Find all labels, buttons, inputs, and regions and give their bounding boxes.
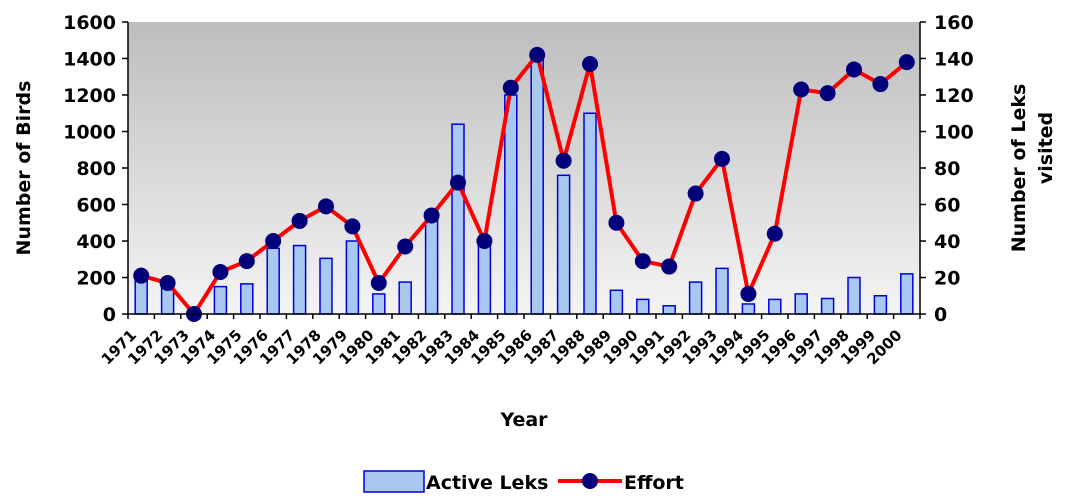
bar-1990 (636, 298, 650, 315)
bar-1997 (820, 297, 835, 315)
y2-axis-title-line1: Number of Leks (1008, 84, 1030, 253)
effort-point-1982 (423, 207, 440, 224)
y-axis-title: Number of Birds (13, 81, 35, 256)
y2-axis-title-line2: visited (1035, 112, 1057, 184)
effort-point-1996 (793, 81, 810, 98)
y2-tick-label: 0 (934, 304, 947, 326)
bar-1991 (662, 305, 676, 315)
effort-point-1984 (476, 233, 493, 249)
bar-1979 (345, 240, 360, 315)
bar-1998 (847, 276, 861, 315)
bar-1988 (583, 112, 597, 315)
y-tick-label: 400 (76, 231, 116, 253)
bar-1986 (530, 54, 544, 315)
bar-1987 (556, 174, 571, 315)
y2-tick-label: 160 (934, 12, 974, 34)
effort-point-1986 (529, 46, 546, 63)
bar-1978 (319, 257, 333, 315)
bar-1975 (240, 283, 254, 315)
y-tick-label: 200 (76, 268, 116, 290)
effort-point-1998 (846, 61, 862, 78)
bar-1983 (451, 123, 465, 315)
effort-point-1975 (238, 253, 255, 270)
bar-1996 (794, 293, 808, 315)
y-tick-label: 1000 (63, 122, 116, 144)
effort-point-1994 (740, 285, 757, 302)
y-tick-label: 1600 (63, 12, 116, 34)
effort-point-1987 (555, 152, 572, 169)
bar-1984 (477, 242, 492, 315)
legend-swatch-active-leks (363, 470, 425, 493)
effort-point-1997 (819, 85, 836, 102)
legend-label-effort: Effort (624, 472, 684, 494)
bar-1981 (398, 281, 412, 315)
effort-point-1988 (582, 55, 598, 72)
line-series (133, 46, 915, 322)
effort-point-1993 (714, 150, 730, 167)
bar-1985 (504, 94, 518, 315)
bar-1992 (688, 281, 703, 315)
y-tick-label: 600 (76, 195, 116, 217)
y-tick-label: 1400 (63, 49, 116, 71)
bar-1974 (213, 285, 228, 315)
bar-1999 (873, 295, 888, 315)
effort-point-1972 (159, 274, 176, 291)
effort-point-1979 (344, 218, 361, 235)
effort-point-1985 (502, 79, 519, 96)
y-tick-label: 800 (76, 158, 116, 180)
effort-point-1976 (265, 233, 282, 249)
bar-2000 (900, 273, 914, 315)
plot-area (128, 22, 920, 314)
effort-point-2000 (898, 54, 915, 71)
effort-point-1992 (687, 185, 704, 202)
bar-1994 (741, 303, 756, 315)
effort-point-1989 (608, 214, 625, 231)
y2-tick-label: 80 (934, 158, 960, 180)
bar-1977 (292, 244, 307, 315)
y2-tick-label: 60 (934, 195, 960, 217)
effort-point-1978 (318, 198, 334, 215)
legend-label-active-leks: Active Leks (426, 472, 548, 494)
bar-1982 (424, 216, 439, 315)
y2-tick-label: 20 (934, 268, 960, 290)
x-axis-title: Year (499, 409, 548, 431)
effort-point-1977 (291, 212, 308, 229)
y2-tick-label: 120 (934, 85, 974, 107)
bar-1976 (266, 247, 280, 315)
effort-point-1991 (661, 258, 678, 275)
effort-point-1971 (133, 267, 150, 284)
effort-point-1983 (450, 174, 466, 191)
effort-point-1999 (872, 76, 889, 93)
effort-point-1995 (766, 225, 783, 242)
bar-1980 (372, 293, 386, 315)
right-axis-ticks: 0 20 40 60 80 100 120 140 160 (920, 12, 974, 326)
y2-tick-label: 100 (934, 122, 974, 144)
effort-point-1981 (397, 238, 414, 255)
bar-1989 (609, 289, 624, 315)
y-tick-label: 0 (103, 304, 116, 326)
y-tick-label: 1200 (63, 85, 116, 107)
legend-swatch-effort-marker (582, 473, 598, 489)
x-axis-ticks: 1971197219731974197519761977197819791980… (98, 314, 921, 368)
y2-tick-label: 140 (934, 49, 974, 71)
legend: Active Leks Effort (363, 470, 684, 494)
left-axis-ticks: 0 200 400 600 800 1000 1200 1400 1600 (63, 12, 128, 326)
y2-tick-label: 40 (934, 231, 960, 253)
effort-point-1974 (212, 264, 229, 281)
bar-1993 (715, 267, 729, 315)
bar-1995 (768, 298, 782, 315)
effort-point-1990 (634, 253, 651, 270)
bar-series (134, 54, 914, 315)
effort-point-1980 (370, 274, 387, 291)
